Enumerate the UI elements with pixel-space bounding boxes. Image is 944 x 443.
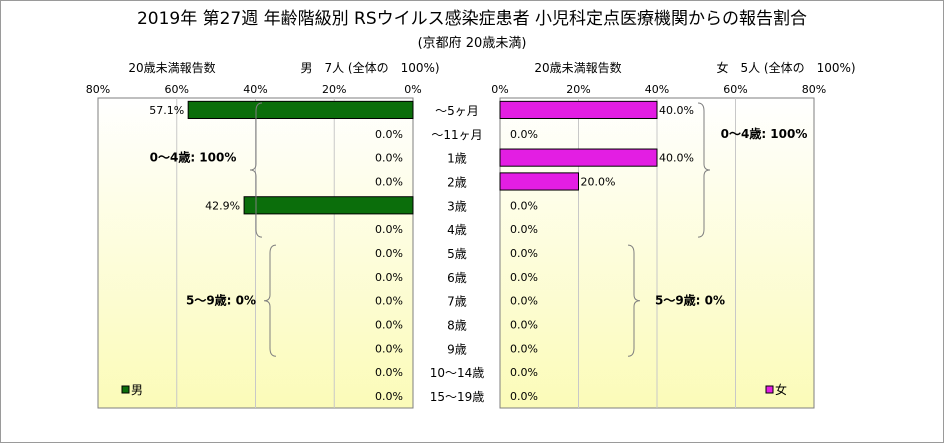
female-data-label: 0.0% <box>510 366 538 379</box>
female-data-label: 0.0% <box>510 295 538 308</box>
female-data-label: 0.0% <box>510 223 538 236</box>
male-header-count-label: 20歳未満報告数 <box>128 60 215 75</box>
male-data-label: 57.1% <box>149 104 184 117</box>
male-bar <box>243 196 414 215</box>
male-data-label: 0.0% <box>375 271 403 284</box>
category-label: 4歳 <box>447 223 467 237</box>
female-data-label: 0.0% <box>510 199 538 212</box>
female-data-label: 0.0% <box>510 271 538 284</box>
female-data-label: 0.0% <box>510 247 538 260</box>
category-label: 3歳 <box>447 199 467 213</box>
male-annotation-0-4: 0～4歳: 100% <box>150 150 237 165</box>
chart-title: 2019年 第27週 年齢階級別 RSウイルス感染症患者 小児科定点医療機関から… <box>136 9 808 29</box>
female-data-label: 0.0% <box>510 342 538 355</box>
male-data-label: 42.9% <box>205 199 240 212</box>
female-x-tick-label: 60% <box>723 83 747 96</box>
category-label: 9歳 <box>447 342 467 356</box>
category-label: ～5ヶ月 <box>435 104 479 118</box>
female-x-tick-label: 80% <box>802 83 826 96</box>
male-data-label: 0.0% <box>375 366 403 379</box>
category-label: 15～19歳 <box>430 390 485 404</box>
male-x-tick-label: 60% <box>165 83 189 96</box>
female-brace-5-9 <box>627 244 641 357</box>
female-legend-label: 女 <box>775 382 787 397</box>
female-bar <box>499 100 658 120</box>
female-data-label: 40.0% <box>659 152 694 165</box>
male-brace-0-4 <box>249 102 263 238</box>
male-data-label: 0.0% <box>375 152 403 165</box>
male-bar <box>187 100 414 120</box>
category-label: 6歳 <box>447 271 467 285</box>
category-label: 8歳 <box>447 319 467 333</box>
category-label: ～11ヶ月 <box>431 128 482 142</box>
female-brace-0-4 <box>697 102 711 238</box>
male-data-label: 0.0% <box>375 128 403 141</box>
male-x-tick-label: 80% <box>86 83 110 96</box>
male-data-label: 0.0% <box>375 247 403 260</box>
category-label: 1歳 <box>447 152 467 166</box>
female-legend-swatch <box>765 385 774 394</box>
male-annotation-5-9: 5～9歳: 0% <box>186 293 256 308</box>
female-header-total: 女 5人 (全体の 100%) <box>716 60 855 75</box>
category-label: 10～14歳 <box>430 366 485 380</box>
category-label: 2歳 <box>447 175 467 189</box>
male-data-label: 0.0% <box>375 390 403 403</box>
female-x-tick-label: 40% <box>645 83 669 96</box>
male-data-label: 0.0% <box>375 295 403 308</box>
chart-subtitle: (京都府 20歳未満) <box>417 36 527 51</box>
female-x-tick-label: 20% <box>566 83 590 96</box>
male-data-label: 0.0% <box>375 342 403 355</box>
female-data-label: 0.0% <box>510 390 538 403</box>
male-x-tick-label: 0% <box>404 83 421 96</box>
male-x-tick-label: 40% <box>243 83 267 96</box>
female-annotation-5-9: 5～9歳: 0% <box>655 293 725 308</box>
female-annotation-0-4: 0～4歳: 100% <box>721 126 808 141</box>
female-data-label: 0.0% <box>510 128 538 141</box>
female-data-label: 20.0% <box>581 175 616 188</box>
male-x-tick-label: 20% <box>322 83 346 96</box>
category-label: 5歳 <box>447 247 467 261</box>
male-data-label: 0.0% <box>375 223 403 236</box>
female-header-count-label: 20歳未満報告数 <box>534 60 621 75</box>
female-data-label: 0.0% <box>510 319 538 332</box>
female-bar <box>499 172 579 191</box>
male-brace-5-9 <box>263 244 277 357</box>
female-data-label: 40.0% <box>659 104 694 117</box>
male-data-label: 0.0% <box>375 175 403 188</box>
category-label: 7歳 <box>447 295 467 309</box>
female-bar <box>499 148 658 167</box>
male-legend-label: 男 <box>131 383 143 397</box>
female-x-tick-label: 0% <box>491 83 508 96</box>
male-header-total: 男 7人 (全体の 100%) <box>300 60 439 75</box>
male-data-label: 0.0% <box>375 319 403 332</box>
male-legend-swatch <box>121 385 130 394</box>
